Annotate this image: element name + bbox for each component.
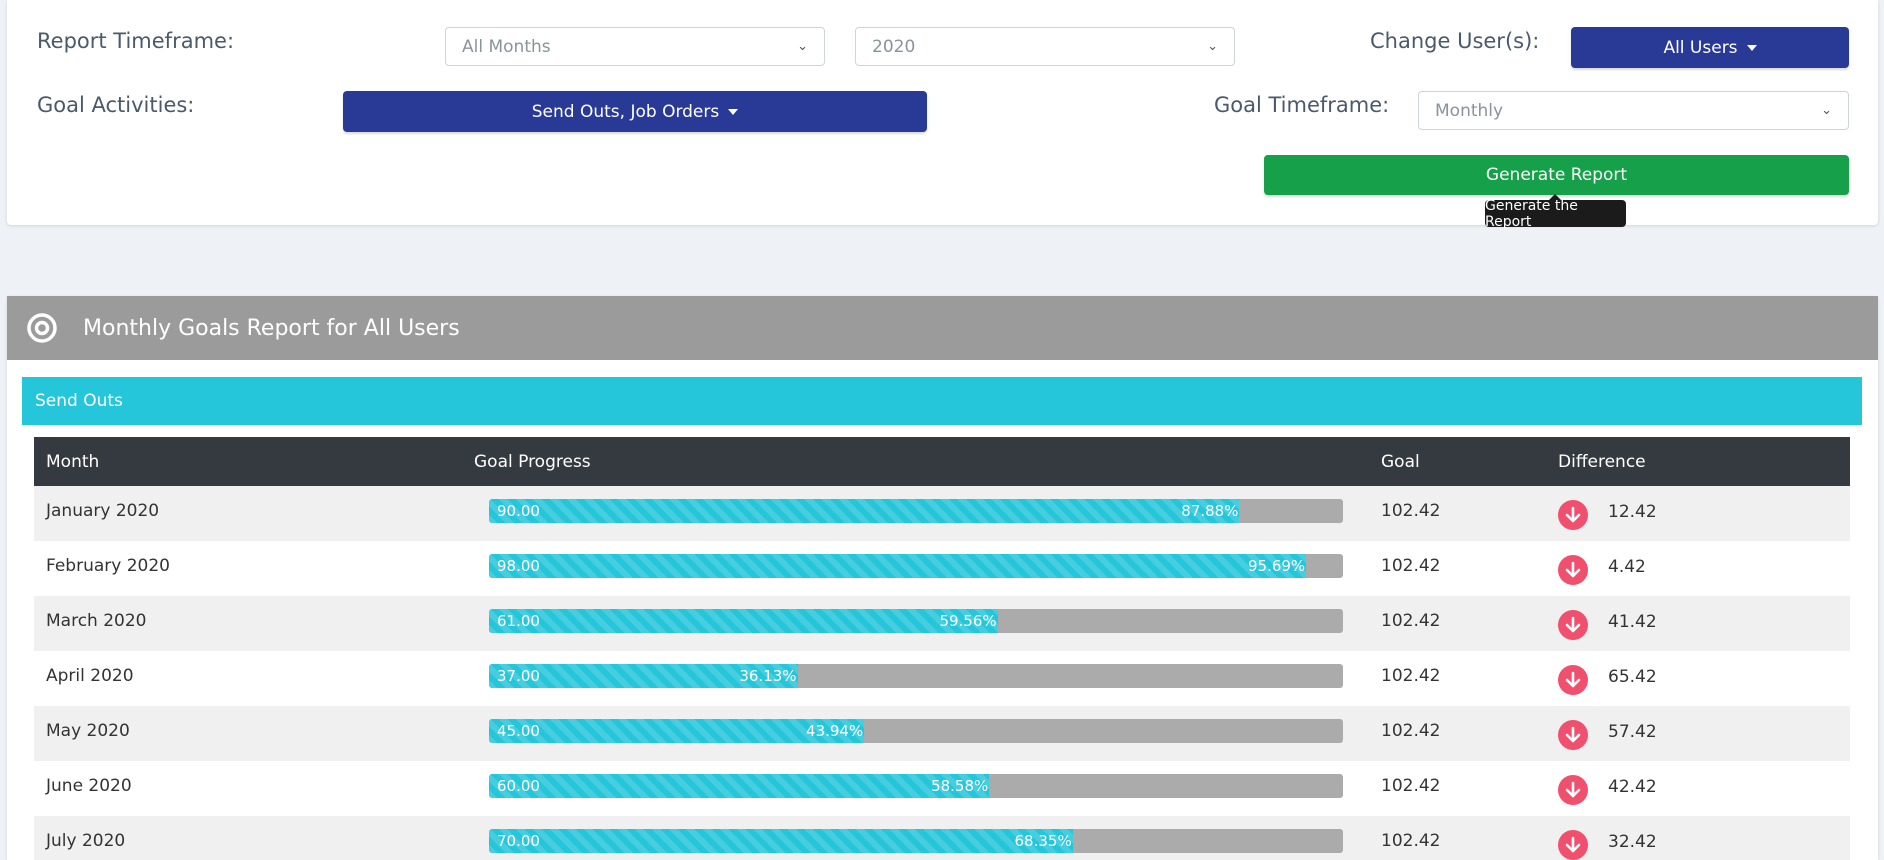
column-header-goal: Goal	[1381, 452, 1420, 472]
goal-cell: 102.42	[1381, 666, 1441, 686]
goal-progress-fill: 61.00 59.56%	[489, 609, 998, 633]
progress-value: 98.00	[497, 557, 540, 575]
target-icon	[27, 313, 57, 343]
goal-timeframe-label: Goal Timeframe:	[1214, 93, 1390, 117]
goal-cell: 102.42	[1381, 556, 1441, 576]
goal-progress-fill: 60.00 58.58%	[489, 774, 990, 798]
goals-table: Month Goal Progress Goal Difference Janu…	[34, 437, 1850, 860]
caret-down-icon	[728, 108, 739, 115]
goal-timeframe-select[interactable]: Monthly ⌄	[1418, 91, 1849, 130]
table-row: February 2020 98.00 95.69% 102.42 4.42	[34, 541, 1850, 596]
users-button-label: All Users	[1663, 37, 1738, 58]
goal-cell: 102.42	[1381, 721, 1441, 741]
column-header-goal-progress: Goal Progress	[474, 452, 591, 472]
chevron-down-icon: ⌄	[1207, 39, 1218, 54]
table-row: July 2020 70.00 68.35% 102.42 32.42	[34, 816, 1850, 860]
year-select-value: 2020	[872, 36, 916, 57]
goal-progress-bar: 45.00 43.94%	[489, 719, 1343, 743]
progress-percent: 59.56%	[939, 612, 997, 630]
progress-percent: 95.69%	[1247, 557, 1306, 575]
generate-button-label: Generate Report	[1485, 165, 1628, 185]
goal-progress-bar: 70.00 68.35%	[489, 829, 1343, 853]
report-timeframe-label: Report Timeframe:	[37, 29, 235, 53]
goal-progress-fill: 45.00 43.94%	[489, 719, 865, 743]
goal-progress-fill: 90.00 87.88%	[489, 499, 1240, 523]
users-dropdown-button[interactable]: All Users	[1571, 27, 1849, 68]
arrow-down-icon	[1558, 555, 1588, 585]
caret-down-icon	[1746, 44, 1757, 51]
arrow-down-icon	[1558, 830, 1588, 860]
activities-button-label: Send Outs, Job Orders	[531, 101, 720, 122]
activities-dropdown-button[interactable]: Send Outs, Job Orders	[343, 91, 927, 132]
difference-cell: 32.42	[1608, 832, 1657, 852]
month-cell: April 2020	[46, 666, 134, 686]
table-row: January 2020 90.00 87.88% 102.42 12.42	[34, 486, 1850, 541]
generate-report-button[interactable]: Generate Report	[1264, 155, 1849, 195]
table-row: April 2020 37.00 36.13% 102.42 65.42	[34, 651, 1850, 706]
arrow-down-icon	[1558, 665, 1588, 695]
year-select[interactable]: 2020 ⌄	[855, 27, 1235, 66]
report-filter-panel: Report Timeframe: All Months ⌄ 2020 ⌄ Ch…	[7, 0, 1878, 225]
arrow-down-icon	[1558, 775, 1588, 805]
generate-report-tooltip: Generate the Report	[1485, 194, 1626, 230]
arrow-down-icon	[1558, 500, 1588, 530]
goal-cell: 102.42	[1381, 776, 1441, 796]
goal-progress-bar: 60.00 58.58%	[489, 774, 1343, 798]
progress-percent: 87.88%	[1181, 502, 1239, 520]
goal-progress-fill: 98.00 95.69%	[489, 554, 1307, 578]
difference-cell: 65.42	[1608, 667, 1657, 687]
month-cell: July 2020	[46, 831, 126, 851]
difference-cell: 4.42	[1608, 557, 1646, 577]
chevron-down-icon: ⌄	[797, 39, 808, 54]
progress-value: 37.00	[497, 667, 540, 685]
table-body: January 2020 90.00 87.88% 102.42 12.42 Februa…	[34, 486, 1850, 860]
goal-cell: 102.42	[1381, 501, 1441, 521]
month-cell: January 2020	[46, 501, 160, 521]
progress-value: 61.00	[497, 612, 540, 630]
difference-cell: 41.42	[1608, 612, 1657, 632]
column-header-difference: Difference	[1558, 452, 1646, 472]
progress-percent: 43.94%	[806, 722, 864, 740]
progress-value: 70.00	[497, 832, 540, 850]
table-row: March 2020 61.00 59.56% 102.42 41.42	[34, 596, 1850, 651]
goal-progress-bar: 90.00 87.88%	[489, 499, 1343, 523]
chevron-down-icon: ⌄	[1821, 103, 1832, 118]
month-select-value: All Months	[462, 36, 551, 57]
arrow-down-icon	[1558, 610, 1588, 640]
progress-value: 90.00	[497, 502, 540, 520]
month-cell: February 2020	[46, 556, 170, 576]
progress-percent: 36.13%	[739, 667, 797, 685]
table-row: May 2020 45.00 43.94% 102.42 57.42	[34, 706, 1850, 761]
goal-activities-label: Goal Activities:	[37, 93, 195, 117]
goal-progress-bar: 61.00 59.56%	[489, 609, 1343, 633]
difference-cell: 42.42	[1608, 777, 1657, 797]
arrow-down-icon	[1558, 720, 1588, 750]
goal-progress-fill: 70.00 68.35%	[489, 829, 1073, 853]
column-header-month: Month	[46, 452, 100, 472]
goal-cell: 102.42	[1381, 831, 1441, 851]
difference-cell: 57.42	[1608, 722, 1657, 742]
report-title: Monthly Goals Report for All Users	[83, 315, 460, 341]
month-select[interactable]: All Months ⌄	[445, 27, 825, 66]
goal-progress-bar: 98.00 95.69%	[489, 554, 1343, 578]
month-cell: June 2020	[46, 776, 132, 796]
send-outs-section-header[interactable]: Send Outs	[22, 377, 1862, 425]
goal-cell: 102.42	[1381, 611, 1441, 631]
month-cell: March 2020	[46, 611, 147, 631]
goals-report-panel: Monthly Goals Report for All Users Send …	[7, 296, 1878, 860]
difference-cell: 12.42	[1608, 502, 1657, 522]
progress-percent: 58.58%	[931, 777, 989, 795]
change-users-label: Change User(s):	[1370, 29, 1540, 53]
progress-percent: 68.35%	[1014, 832, 1072, 850]
month-cell: May 2020	[46, 721, 130, 741]
progress-value: 60.00	[497, 777, 540, 795]
goal-progress-bar: 37.00 36.13%	[489, 664, 1343, 688]
progress-value: 45.00	[497, 722, 540, 740]
goal-timeframe-value: Monthly	[1435, 100, 1504, 121]
report-header: Monthly Goals Report for All Users	[7, 296, 1878, 360]
table-header: Month Goal Progress Goal Difference	[34, 437, 1850, 486]
goal-progress-fill: 37.00 36.13%	[489, 664, 798, 688]
table-row: June 2020 60.00 58.58% 102.42 42.42	[34, 761, 1850, 816]
